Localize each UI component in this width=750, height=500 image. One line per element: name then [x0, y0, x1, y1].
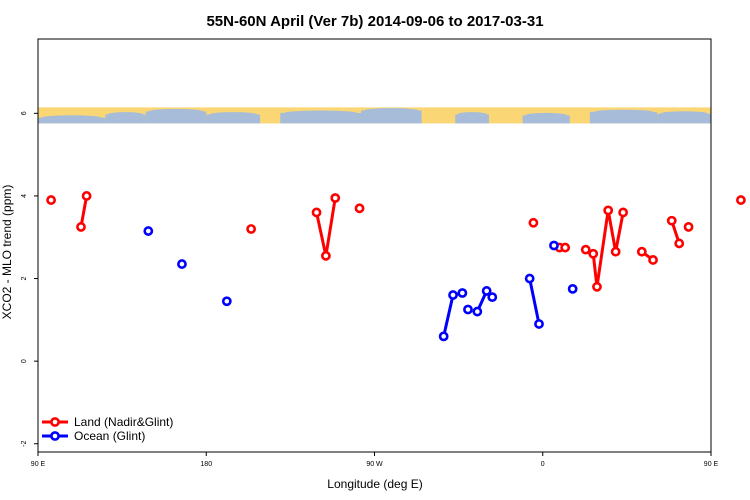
data-point [683, 222, 694, 232]
data-point [674, 238, 685, 249]
land-ocean-strip [38, 107, 711, 124]
y-tick-label: -2 [21, 441, 28, 447]
data-point [580, 244, 591, 255]
series-land [46, 191, 746, 292]
y-tick-label: 6 [21, 111, 28, 115]
strip-ocean-block [280, 113, 362, 124]
data-point [487, 292, 498, 303]
data-point [438, 331, 449, 342]
strip-ocean-shore [456, 112, 488, 118]
x-tick-label: 0 [541, 461, 545, 468]
data-point [588, 248, 599, 259]
strip-ocean-block [145, 111, 207, 124]
x-tick-label: 180 [200, 461, 212, 468]
data-point [618, 207, 629, 218]
x-tick-label: 90 W [366, 461, 383, 468]
data-point [463, 304, 473, 315]
data-point [177, 259, 187, 269]
data-point [311, 207, 322, 218]
data-point [246, 224, 257, 234]
data-point [560, 242, 571, 253]
strip-ocean-block [657, 113, 711, 124]
strip-ocean-block [105, 114, 146, 124]
data-point [528, 217, 539, 228]
strip-ocean-block [589, 112, 658, 124]
data-point [143, 226, 154, 236]
data-point [46, 195, 56, 205]
data-point [524, 273, 535, 284]
data-point [354, 203, 365, 214]
legend-marker-land [50, 417, 60, 427]
data-point [603, 205, 614, 216]
data-point [330, 193, 341, 203]
data-point [76, 222, 86, 232]
strip-ocean-shore [659, 111, 709, 117]
y-axis-label: XCO2 - MLO trend (ppm) [0, 185, 14, 320]
chart-title: 55N-60N April (Ver 7b) 2014-09-06 to 201… [206, 13, 543, 30]
strip-ocean-shore [107, 112, 144, 118]
x-tick-label: 90 E [31, 461, 46, 468]
series-line [315, 197, 337, 258]
series-layer [46, 191, 746, 342]
data-point [648, 255, 658, 265]
y-axis-ticks: -2 0 2 4 6 [21, 111, 38, 447]
x-axis-label: Longitude (deg E) [327, 477, 422, 491]
x-axis-ticks: 90 E 180 90 W 0 90 E [31, 452, 719, 468]
y-tick-label: 2 [21, 276, 28, 280]
strip-ocean-shore [148, 108, 204, 114]
data-point [666, 215, 677, 226]
data-point [221, 296, 232, 307]
strip-ocean-shore [208, 112, 258, 118]
data-point [481, 286, 492, 296]
data-point [448, 290, 458, 300]
strip-ocean-shore [41, 115, 102, 121]
data-point [457, 288, 468, 298]
data-point [320, 250, 331, 261]
strip-ocean-block [206, 114, 261, 124]
data-point [567, 283, 578, 294]
data-point [592, 281, 602, 292]
strip-ocean-block [522, 115, 570, 124]
strip-ocean-shore [593, 109, 654, 115]
data-point [610, 246, 621, 257]
data-point [534, 319, 544, 329]
data-point [636, 246, 647, 257]
legend-label-ocean: Ocean (Glint) [74, 429, 145, 443]
strip-ocean-shore [284, 110, 358, 116]
strip-ocean-block [455, 114, 489, 124]
legend-label-land: Land (Nadir&Glint) [74, 415, 173, 429]
data-point [549, 240, 559, 251]
x-tick-label: 90 E [704, 461, 719, 468]
data-point [81, 191, 92, 201]
series-ocean [143, 226, 578, 342]
strip-ocean-block [361, 110, 422, 124]
y-tick-label: 0 [21, 359, 28, 363]
legend-marker-ocean [50, 431, 60, 441]
data-point [472, 306, 483, 317]
series-line [79, 195, 89, 228]
data-point [736, 195, 746, 205]
series-line [528, 278, 541, 325]
strip-ocean-block [38, 117, 106, 124]
legend: Land (Nadir&Glint) Ocean (Glint) [42, 415, 173, 443]
strip-ocean-shore [364, 108, 419, 114]
plot-frame [37, 38, 712, 453]
strip-ocean-shore [524, 112, 568, 118]
y-tick-label: 4 [21, 194, 28, 198]
